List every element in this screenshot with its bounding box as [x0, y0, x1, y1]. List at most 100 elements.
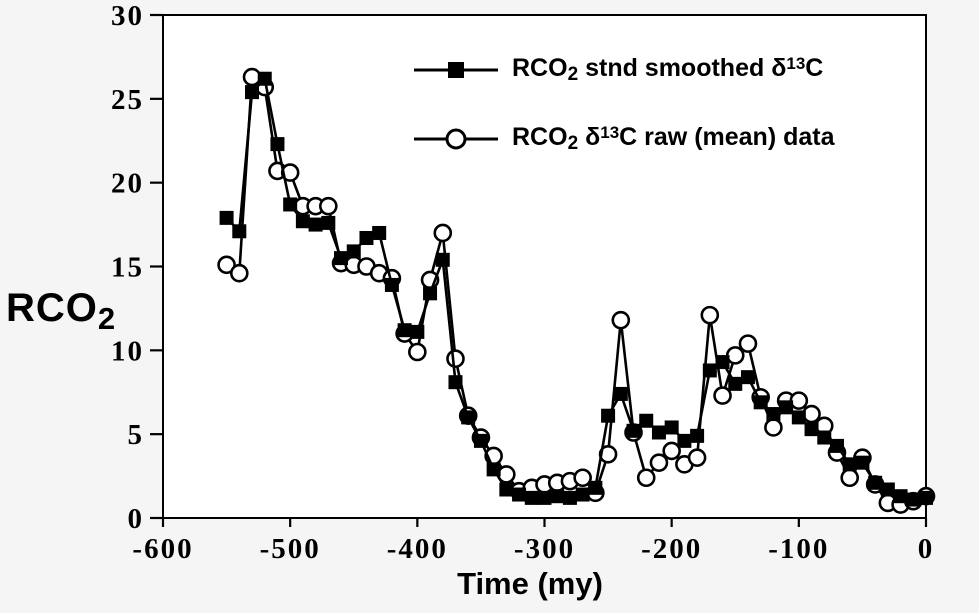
- legend-line-circle-icon: [414, 128, 498, 150]
- circle-marker: [687, 448, 707, 467]
- square-marker: [855, 455, 870, 470]
- square-marker: [664, 420, 679, 435]
- circle-marker: [217, 255, 236, 275]
- square-marker: [461, 410, 476, 425]
- circle-marker: [446, 349, 465, 369]
- circle-marker: [662, 441, 681, 461]
- legend-text-sup: 13: [600, 123, 620, 142]
- y-tick-label: 30: [111, 0, 144, 32]
- square-marker: [728, 376, 743, 391]
- legend-item-raw: RCO2 δ13C raw (mean) data: [412, 123, 835, 155]
- square-marker: [283, 197, 298, 212]
- square-marker: [575, 487, 590, 502]
- square-marker: [308, 217, 323, 232]
- square-marker: [804, 422, 819, 437]
- square-marker: [842, 457, 857, 472]
- square-marker: [639, 413, 654, 428]
- legend-label-raw: RCO2 δ13C raw (mean) data: [512, 123, 835, 155]
- square-marker: [397, 323, 412, 338]
- square-marker: [499, 482, 514, 497]
- x-tick-label: -100: [768, 533, 829, 565]
- square-marker: [779, 400, 794, 415]
- square-marker: [270, 137, 285, 152]
- circle-marker: [764, 418, 783, 437]
- x-tick-label: 0: [918, 533, 935, 565]
- circle-marker: [802, 404, 821, 424]
- square-marker: [829, 438, 844, 453]
- square-marker: [651, 425, 666, 440]
- square-marker: [423, 286, 438, 301]
- square-marker: [613, 386, 628, 401]
- circle-marker: [789, 391, 809, 410]
- square-marker: [372, 225, 387, 240]
- square-marker: [245, 85, 260, 100]
- circle-marker: [319, 196, 338, 216]
- legend-line-square-icon: [414, 62, 498, 78]
- plot-frame: [162, 14, 927, 519]
- square-marker: [257, 71, 272, 86]
- x-tick-label: -200: [641, 533, 702, 565]
- legend-text: C: [805, 54, 824, 82]
- square-marker: [384, 277, 399, 292]
- legend-text-sub: 2: [567, 133, 579, 154]
- circle-marker: [700, 305, 720, 325]
- y-axis-title: RCO2: [6, 286, 116, 337]
- square-marker: [906, 492, 921, 507]
- circle-marker: [713, 386, 732, 405]
- square-marker: [524, 490, 539, 505]
- square-marker: [753, 395, 768, 410]
- circle-marker: [573, 468, 592, 488]
- circle-marker: [649, 453, 669, 472]
- circle-marker: [636, 468, 656, 488]
- y-axis: 0 5 10 15 20 25 30: [111, 0, 163, 535]
- y-tick-label: 25: [111, 84, 144, 116]
- square-marker: [562, 490, 577, 505]
- x-axis: -600 -500 -400 -300 -200 -100 0: [132, 518, 935, 565]
- square-marker: [601, 408, 616, 423]
- y-tick-label: 5: [128, 419, 145, 451]
- square-marker: [880, 482, 895, 497]
- square-marker: [868, 475, 883, 490]
- circle-marker: [230, 263, 249, 283]
- square-marker: [715, 355, 730, 370]
- square-marker: [893, 489, 908, 504]
- legend-text-sub: 2: [567, 64, 579, 85]
- y-tick-label: 20: [111, 168, 144, 200]
- square-marker: [677, 433, 692, 448]
- y-tick-label: 10: [111, 335, 144, 367]
- circle-marker: [840, 468, 860, 488]
- y-tick-label: 0: [128, 503, 145, 535]
- legend-text: δ: [578, 123, 601, 151]
- square-marker: [410, 324, 425, 339]
- square-marker: [512, 487, 527, 502]
- square-marker: [817, 430, 832, 445]
- square-marker: [919, 490, 933, 505]
- x-tick-label: -600: [132, 533, 193, 565]
- x-axis-title: Time (my): [457, 566, 603, 601]
- legend: RCO2 stnd smoothed δ13C RCO2 δ13C raw (m…: [412, 54, 835, 195]
- legend-text-sup: 13: [786, 54, 806, 73]
- legend-item-smoothed: RCO2 stnd smoothed δ13C: [412, 54, 835, 86]
- square-marker: [334, 251, 349, 266]
- square-marker: [550, 489, 565, 504]
- circle-marker: [408, 342, 427, 362]
- x-tick-label: -300: [514, 533, 575, 565]
- square-marker: [295, 214, 310, 229]
- square-marker: [588, 480, 603, 495]
- circle-marker: [725, 346, 745, 365]
- square-marker: [626, 423, 641, 438]
- series-smoothed: [219, 71, 933, 507]
- square-marker: [740, 370, 755, 385]
- square-marker: [537, 490, 552, 505]
- y-axis-title-subscript: 2: [97, 301, 117, 336]
- square-marker: [448, 375, 463, 390]
- legend-text: RCO: [512, 123, 568, 151]
- circle-marker: [433, 223, 453, 243]
- x-tick-label: -500: [260, 533, 321, 565]
- square-marker: [766, 407, 781, 422]
- y-axis-title-text: RCO: [6, 286, 98, 330]
- legend-text: stnd smoothed δ: [578, 54, 787, 82]
- legend-label-smoothed: RCO2 stnd smoothed δ13C: [512, 54, 823, 86]
- legend-text: C raw (mean) data: [619, 123, 835, 151]
